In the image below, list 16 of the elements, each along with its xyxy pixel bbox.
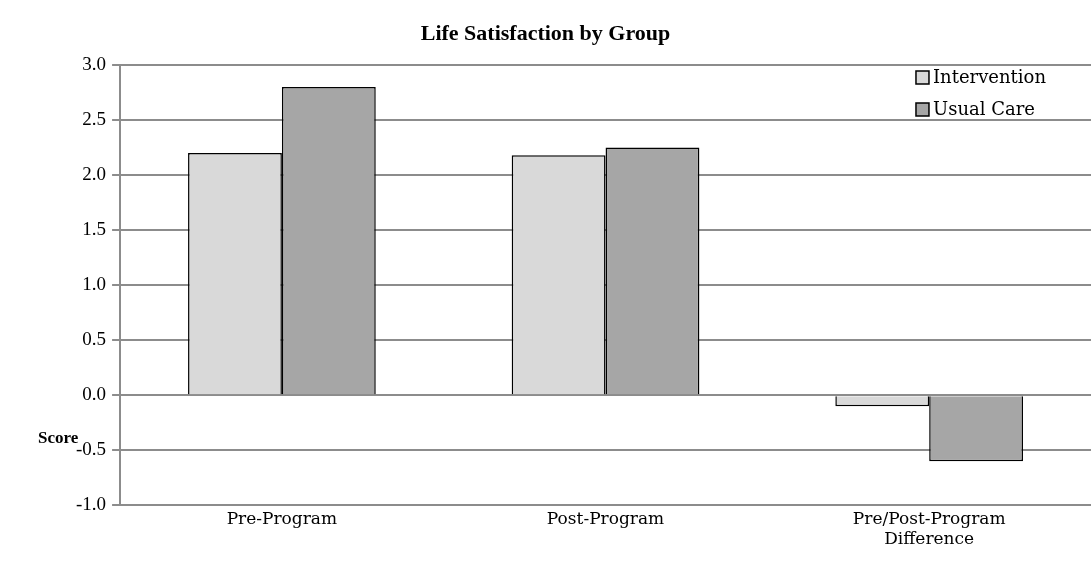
y-tick-label: 1.5 bbox=[82, 218, 107, 240]
x-tick-label: Post-Program bbox=[546, 507, 665, 528]
legend-label: Usual Care bbox=[932, 97, 1035, 119]
y-tick-label: -0.5 bbox=[76, 438, 107, 460]
y-tick-label: 2.5 bbox=[82, 108, 107, 130]
y-axis-title: Score bbox=[38, 428, 79, 447]
y-tick-label: 0.0 bbox=[82, 383, 107, 405]
x-tick-label: Pre-Program bbox=[226, 507, 338, 528]
x-tick-label: Pre/Post-Program Difference bbox=[852, 507, 1006, 549]
y-tick-label: 3.0 bbox=[82, 52, 107, 74]
chart-title: Life Satisfaction by Group bbox=[419, 20, 672, 46]
y-tick-label: 1.0 bbox=[82, 273, 107, 295]
y-tick-label: 2.0 bbox=[82, 163, 107, 185]
y-tick-label: -1.0 bbox=[76, 493, 107, 515]
y-tick-label: 0.5 bbox=[82, 328, 107, 350]
legend-label: Intervention bbox=[932, 65, 1047, 87]
